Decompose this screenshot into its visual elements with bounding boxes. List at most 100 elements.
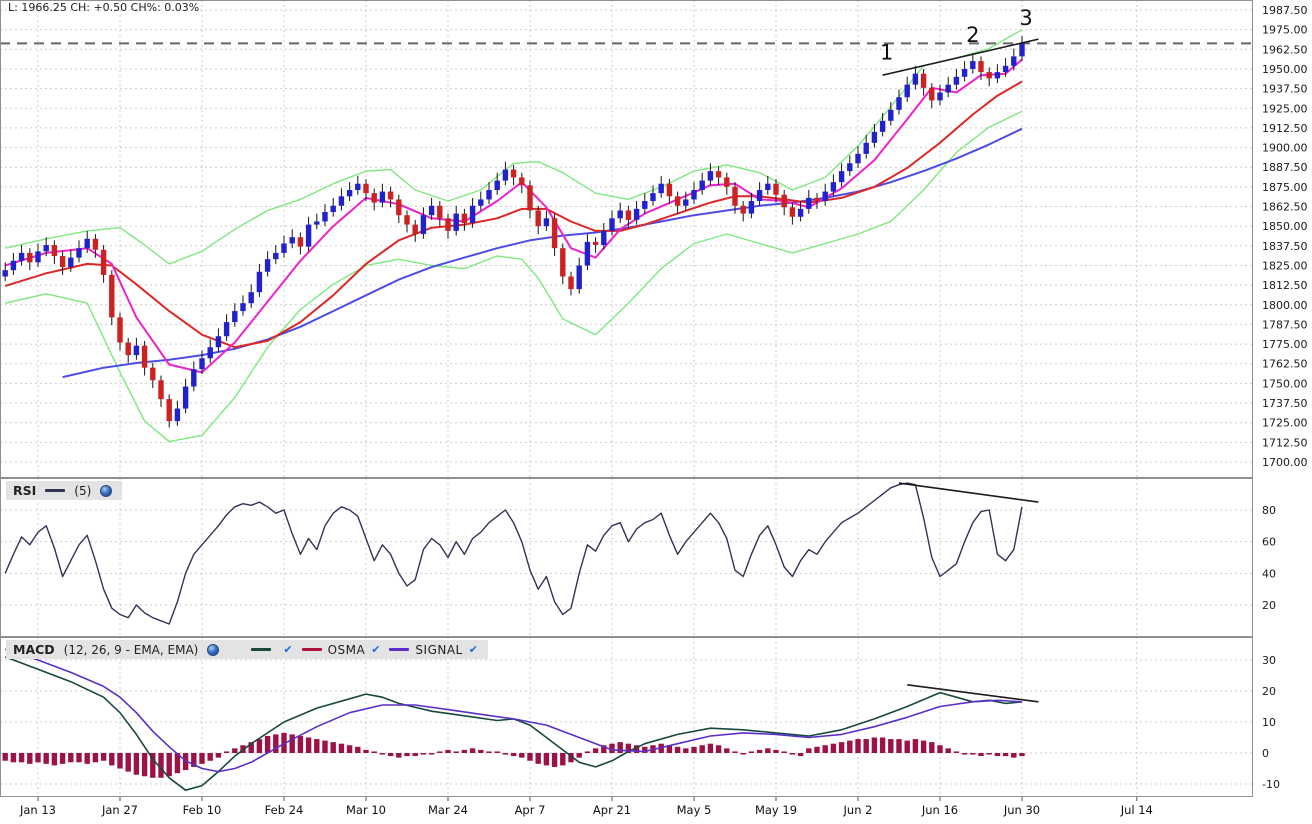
y-axis-tick: 1950.00 [1262, 63, 1308, 76]
candle-body [535, 210, 541, 227]
rsi-trendline [898, 482, 1039, 503]
legend-item-signal: SIGNAL ✔ [389, 643, 478, 657]
candle-body [338, 196, 345, 206]
y-axis-tick: 1987.50 [1262, 4, 1308, 17]
histogram-bar [961, 753, 968, 755]
time-label: Mar 10 [346, 803, 386, 817]
time-axis[interactable]: Jan 13 Jan 27 Feb 10 Feb 24 Mar 10 Mar 24 Apr … [0, 797, 1312, 824]
macd-line-checkbox[interactable]: ✔ [283, 643, 293, 656]
macd-indicator-header: MACD (12, 26, 9 - EMA, EMA) ✔ OSMA ✔ SIG… [6, 640, 488, 659]
histogram-bar [576, 753, 582, 758]
histogram-bar [494, 751, 500, 753]
time-label: May 19 [755, 803, 797, 817]
wave-label: 2 [966, 23, 979, 47]
histogram-bar [330, 742, 336, 753]
histogram-bar [396, 753, 402, 758]
histogram-bar [666, 745, 673, 753]
y-axis-tick: 80 [1262, 504, 1276, 517]
histogram-bar [1002, 753, 1009, 757]
y-axis-tick: 0 [1262, 747, 1269, 760]
signal-checkbox[interactable]: ✔ [468, 643, 478, 656]
histogram-bar [273, 734, 279, 753]
price-chart[interactable]: 1987.50 1975.00 1962.50 1950.00 1937.50 1925.… [0, 0, 1312, 478]
osma-label: OSMA [327, 642, 366, 657]
candle-body [264, 259, 271, 272]
candle-body [830, 182, 837, 192]
indicator-globe-icon[interactable] [207, 643, 220, 656]
histogram-bar [166, 753, 172, 777]
histogram-bar [248, 742, 254, 753]
wave-label: 3 [1019, 6, 1032, 30]
candle-body [871, 131, 878, 143]
signal-line [4, 648, 1023, 773]
histogram-bar [1011, 753, 1017, 758]
time-label: Mar 24 [428, 803, 468, 817]
y-axis-tick: 1812.50 [1262, 279, 1308, 292]
candle-body [970, 61, 976, 69]
candle-body [363, 183, 369, 194]
y-axis-tick: 1900.00 [1262, 142, 1308, 155]
candle-body [133, 345, 140, 356]
candle-body [822, 191, 828, 202]
candle-body [707, 171, 714, 181]
histogram-bar [912, 739, 919, 753]
candle-body [978, 61, 984, 73]
histogram-bar [486, 751, 492, 753]
candle-body [937, 92, 943, 101]
histogram-bar [125, 753, 131, 772]
candle-body [601, 230, 607, 246]
histogram-bar [2, 753, 8, 761]
candle-body [650, 193, 656, 202]
y-axis-tick: 20 [1262, 599, 1276, 612]
candle-body [896, 97, 902, 110]
histogram-bar [109, 753, 115, 766]
histogram-bar [838, 742, 845, 753]
histogram-bar [174, 753, 181, 774]
candle-body [10, 260, 17, 271]
y-axis-labels[interactable]: 80 60 40 20 [1262, 504, 1276, 612]
candle-body [346, 190, 353, 197]
histogram-bar [707, 743, 714, 753]
ema-mid-line [4, 80, 1023, 349]
y-axis-tick: 1712.50 [1262, 436, 1308, 449]
candle-body [510, 169, 517, 178]
candle-body [387, 191, 394, 200]
y-axis-tick: 1862.50 [1262, 201, 1308, 214]
histogram-bar [740, 753, 746, 755]
y-axis-tick: 10 [1262, 716, 1276, 729]
osma-checkbox[interactable]: ✔ [371, 643, 381, 656]
histogram-bar [84, 753, 90, 764]
histogram-bar [453, 751, 459, 753]
histogram-bar [617, 742, 623, 753]
time-label: May 5 [677, 803, 712, 817]
candle-body [76, 248, 82, 258]
y-axis-labels[interactable]: 30 20 10 0 -10 [1262, 654, 1280, 791]
histogram-bar [584, 751, 591, 753]
candle-body [584, 241, 591, 266]
rsi-title: RSI [13, 483, 37, 498]
y-axis-tick: 20 [1262, 685, 1276, 698]
panel-border [0, 0, 1253, 478]
histogram-bar [199, 753, 205, 764]
histogram-bar [215, 753, 222, 758]
macd-chart[interactable]: 30 20 10 0 -10 [0, 637, 1312, 797]
candle-body [141, 345, 148, 368]
rsi-line-swatch [45, 489, 66, 492]
panel-border [0, 637, 1253, 797]
y-axis-tick: 1775.00 [1262, 338, 1308, 351]
time-label: Jan 13 [19, 803, 56, 817]
candle-body [715, 171, 722, 178]
histogram-bar [141, 753, 148, 777]
y-axis-labels[interactable]: 1987.50 1975.00 1962.50 1950.00 1937.50 1925.… [1262, 4, 1308, 469]
rsi-chart[interactable]: 80 60 40 20 [0, 478, 1312, 637]
y-axis-tick: 1875.00 [1262, 181, 1308, 194]
y-axis-tick: 30 [1262, 654, 1276, 667]
indicator-globe-icon[interactable] [100, 484, 113, 497]
candle-body [494, 180, 500, 191]
legend-item-macd: ✔ [251, 643, 293, 656]
histogram-bar [297, 735, 304, 753]
candle-body [166, 399, 172, 422]
histogram-bar [379, 753, 386, 755]
histogram-bar [699, 745, 705, 753]
candle-body [617, 210, 623, 219]
